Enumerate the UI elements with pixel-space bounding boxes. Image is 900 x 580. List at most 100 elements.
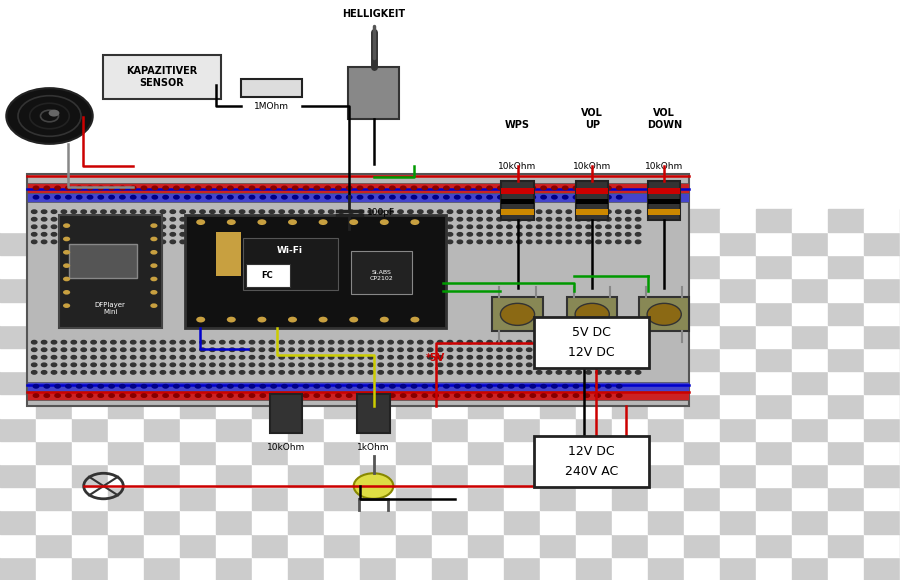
Circle shape bbox=[130, 371, 136, 374]
Bar bbox=[540, 441, 576, 464]
Circle shape bbox=[61, 363, 67, 367]
Bar bbox=[270, 394, 302, 433]
Circle shape bbox=[51, 240, 57, 244]
Circle shape bbox=[428, 340, 433, 344]
Circle shape bbox=[269, 218, 274, 221]
Circle shape bbox=[497, 363, 502, 367]
Bar bbox=[864, 418, 900, 441]
Bar bbox=[252, 534, 288, 557]
Circle shape bbox=[487, 356, 492, 359]
Circle shape bbox=[517, 356, 522, 359]
Bar bbox=[432, 464, 468, 487]
Bar bbox=[504, 232, 540, 255]
Circle shape bbox=[437, 225, 443, 229]
Circle shape bbox=[289, 218, 294, 221]
Circle shape bbox=[447, 225, 453, 229]
Circle shape bbox=[418, 356, 423, 359]
Circle shape bbox=[303, 394, 309, 397]
Circle shape bbox=[358, 356, 364, 359]
Circle shape bbox=[368, 186, 373, 190]
Circle shape bbox=[289, 363, 294, 367]
Bar bbox=[396, 487, 432, 510]
Bar bbox=[504, 209, 540, 232]
Bar bbox=[501, 181, 534, 220]
Circle shape bbox=[566, 210, 572, 213]
Circle shape bbox=[66, 195, 71, 199]
Circle shape bbox=[497, 240, 502, 244]
Circle shape bbox=[160, 363, 166, 367]
Bar bbox=[468, 487, 504, 510]
Circle shape bbox=[279, 240, 284, 244]
Bar bbox=[396, 418, 432, 441]
Circle shape bbox=[606, 233, 611, 236]
Circle shape bbox=[98, 394, 104, 397]
Circle shape bbox=[606, 210, 611, 213]
Circle shape bbox=[121, 348, 126, 351]
Bar bbox=[576, 557, 612, 580]
Circle shape bbox=[616, 233, 621, 236]
Circle shape bbox=[120, 394, 125, 397]
Circle shape bbox=[33, 195, 39, 199]
Circle shape bbox=[380, 219, 389, 225]
Circle shape bbox=[378, 356, 383, 359]
Circle shape bbox=[338, 340, 344, 344]
Circle shape bbox=[190, 348, 195, 351]
Bar bbox=[216, 232, 252, 255]
Circle shape bbox=[101, 356, 106, 359]
Circle shape bbox=[530, 385, 536, 388]
Circle shape bbox=[101, 340, 106, 344]
Circle shape bbox=[140, 233, 146, 236]
Bar bbox=[108, 534, 144, 557]
Bar bbox=[108, 371, 144, 394]
Circle shape bbox=[230, 348, 235, 351]
Bar bbox=[792, 394, 828, 418]
Bar bbox=[180, 278, 216, 302]
Circle shape bbox=[536, 225, 542, 229]
Circle shape bbox=[357, 195, 363, 199]
Circle shape bbox=[271, 195, 276, 199]
Circle shape bbox=[76, 186, 82, 190]
Circle shape bbox=[150, 237, 158, 241]
Bar bbox=[828, 464, 864, 487]
Circle shape bbox=[111, 218, 116, 221]
Circle shape bbox=[303, 186, 309, 190]
Circle shape bbox=[477, 371, 482, 374]
Circle shape bbox=[51, 348, 57, 351]
Bar bbox=[756, 487, 792, 510]
Circle shape bbox=[269, 363, 274, 367]
Circle shape bbox=[71, 371, 76, 374]
Circle shape bbox=[249, 218, 255, 221]
Circle shape bbox=[536, 218, 542, 221]
Bar bbox=[501, 199, 534, 204]
Circle shape bbox=[51, 210, 57, 213]
Circle shape bbox=[63, 290, 70, 295]
Circle shape bbox=[98, 195, 104, 199]
Circle shape bbox=[150, 225, 156, 229]
Circle shape bbox=[239, 340, 245, 344]
Circle shape bbox=[328, 210, 334, 213]
Circle shape bbox=[257, 317, 266, 322]
Circle shape bbox=[152, 385, 158, 388]
Circle shape bbox=[220, 218, 225, 221]
Bar bbox=[396, 394, 432, 418]
Circle shape bbox=[487, 385, 492, 388]
Bar bbox=[288, 232, 324, 255]
Circle shape bbox=[210, 225, 215, 229]
Circle shape bbox=[49, 110, 59, 117]
Bar bbox=[36, 418, 72, 441]
Bar bbox=[792, 302, 828, 325]
Circle shape bbox=[526, 371, 532, 374]
Circle shape bbox=[51, 363, 57, 367]
Circle shape bbox=[61, 240, 67, 244]
Circle shape bbox=[541, 186, 546, 190]
Bar bbox=[684, 325, 720, 348]
Circle shape bbox=[259, 363, 265, 367]
Circle shape bbox=[319, 371, 324, 374]
Circle shape bbox=[66, 394, 71, 397]
Circle shape bbox=[109, 186, 114, 190]
Circle shape bbox=[357, 186, 363, 190]
Bar bbox=[36, 534, 72, 557]
Circle shape bbox=[507, 356, 512, 359]
Circle shape bbox=[487, 394, 492, 397]
Circle shape bbox=[447, 340, 453, 344]
